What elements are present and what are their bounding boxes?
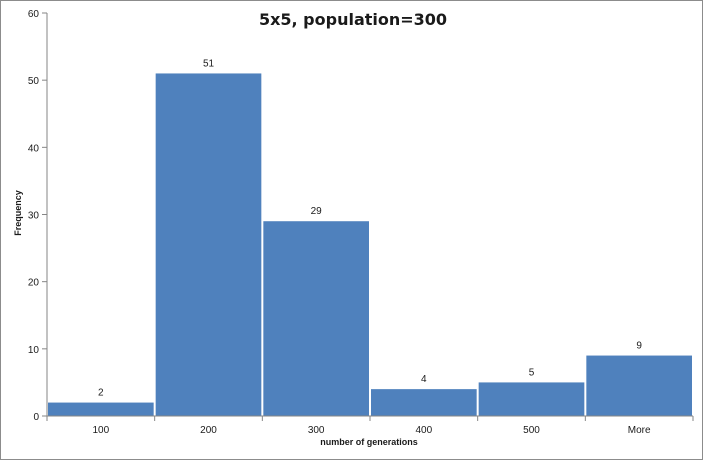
data-label-100: 2 [98, 388, 104, 399]
ticks-layer: 0 10 20 30 40 50 60 100 200 300 400 500 More [28, 9, 694, 436]
bar-200 [155, 73, 262, 416]
x-tick-label: 200 [200, 425, 217, 436]
y-tick-label: 40 [28, 143, 40, 154]
y-tick-label: 10 [28, 345, 40, 356]
bar-500 [478, 382, 585, 416]
x-tick-label: 100 [92, 425, 109, 436]
x-tick-label: 400 [415, 425, 432, 436]
x-axis-label: number of generations [320, 437, 418, 447]
y-tick-label: 60 [28, 9, 40, 20]
y-axis-label: Frequency [13, 190, 23, 236]
x-tick-label: 300 [308, 425, 325, 436]
y-tick-label: 50 [28, 76, 40, 87]
bar-300 [263, 221, 369, 416]
data-label-300: 29 [311, 206, 323, 217]
bar-400 [371, 389, 477, 416]
x-tick-label: More [628, 425, 651, 436]
data-label-500: 5 [529, 367, 535, 378]
chart-title: 5x5, population=300 [259, 10, 447, 29]
data-label-more: 9 [636, 341, 642, 352]
y-axis-label-group: Frequency [13, 190, 23, 236]
x-tick-label: 500 [523, 425, 540, 436]
data-labels-layer: 2 51 29 4 5 9 [98, 58, 642, 398]
y-tick-label: 30 [28, 211, 40, 222]
bars-layer [48, 73, 692, 416]
y-tick-label: 0 [33, 412, 39, 423]
bar-more [586, 355, 692, 416]
bar-100 [48, 402, 154, 416]
data-label-200: 51 [203, 58, 215, 69]
data-label-400: 4 [421, 374, 427, 385]
y-tick-label: 20 [28, 278, 40, 289]
